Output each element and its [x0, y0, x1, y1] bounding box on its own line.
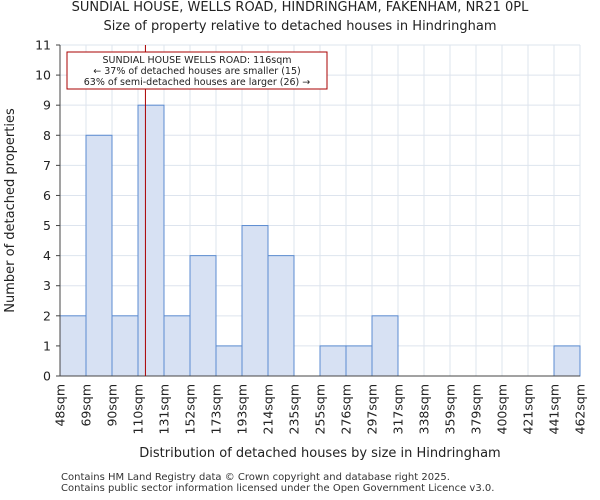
bar: [371, 315, 399, 377]
y-tick-label: 11: [35, 38, 51, 53]
bar: [189, 255, 217, 377]
bar: [163, 315, 191, 377]
x-tick-label: 297sqm: [365, 384, 380, 434]
x-tick-label: 152sqm: [183, 384, 198, 434]
y-tick-label: 4: [43, 248, 51, 263]
bar: [553, 345, 581, 377]
y-tick-label: 0: [43, 369, 51, 384]
y-tick-label: 10: [35, 68, 51, 83]
x-tick-label: 214sqm: [261, 384, 276, 434]
bar: [267, 255, 295, 377]
x-tick-label: 131sqm: [157, 384, 172, 434]
y-tick-label: 3: [43, 278, 51, 293]
chart-title: SUNDIAL HOUSE, WELLS ROAD, HINDRINGHAM, …: [71, 0, 529, 15]
x-tick-label: 193sqm: [235, 384, 250, 434]
x-tick-label: 90sqm: [105, 384, 120, 427]
x-tick-label: 69sqm: [79, 384, 94, 427]
x-tick-label: 338sqm: [417, 384, 432, 434]
histogram-chart: 0 1 2 3 4 5 6 7 8 9 10 11 48sqm 69sqm 90sqm 110sqm 131s…: [3, 38, 588, 462]
footer-licence: Contains public sector information licen…: [61, 483, 495, 494]
bar: [345, 345, 373, 377]
x-tick-label: 462sqm: [573, 384, 588, 434]
annotation-line-2: ← 37% of detached houses are smaller (15…: [93, 66, 300, 77]
annotation-box-frame: [66, 51, 328, 90]
x-tick-label: 379sqm: [469, 384, 484, 434]
x-tick-label: 400sqm: [495, 384, 510, 434]
y-tick-label: 1: [43, 338, 51, 353]
bar: [319, 345, 347, 377]
annotation-box: SUNDIAL HOUSE WELLS ROAD: 116sqm ← 37% o…: [66, 51, 328, 90]
bar: [59, 315, 87, 377]
y-tick-label: 2: [43, 308, 51, 323]
bar: [111, 315, 139, 377]
x-tick-label: 421sqm: [521, 384, 536, 434]
annotation-line-3: 63% of semi-detached houses are larger (…: [84, 77, 311, 88]
x-tick-labels: 48sqm 69sqm 90sqm 110sqm 131sqm 152sqm 173sqm 1…: [53, 384, 588, 434]
x-tick-label: 48sqm: [53, 384, 68, 427]
bars: [59, 104, 581, 377]
x-tick-label: 317sqm: [391, 384, 406, 434]
y-tick-label: 8: [43, 128, 51, 143]
annotation-line-1: SUNDIAL HOUSE WELLS ROAD: 116sqm: [103, 55, 292, 66]
x-tick-label: 359sqm: [443, 384, 458, 434]
footer-copyright: Contains HM Land Registry data © Crown c…: [61, 472, 450, 483]
axes: [59, 45, 580, 377]
y-tick-labels: 0 1 2 3 4 5 6 7 8 9 10 11: [35, 38, 60, 384]
x-tick-label: 255sqm: [313, 384, 328, 434]
x-tick-label: 441sqm: [547, 384, 562, 434]
bar: [215, 345, 243, 377]
y-axis-label: Number of detached properties: [3, 108, 18, 313]
bar: [85, 134, 113, 377]
x-axis-label: Distribution of detached houses by size …: [139, 446, 500, 461]
y-tick-label: 7: [43, 158, 51, 173]
bar: [241, 225, 269, 377]
x-tick-label: 235sqm: [287, 384, 302, 434]
x-tick-label: 173sqm: [209, 384, 224, 434]
y-tick-label: 6: [43, 188, 51, 203]
y-tick-label: 9: [43, 98, 51, 113]
bar: [137, 104, 165, 377]
x-tick-label: 110sqm: [131, 384, 146, 434]
chart-subtitle: Size of property relative to detached ho…: [103, 19, 497, 34]
y-tick-label: 5: [43, 218, 51, 233]
x-tick-label: 276sqm: [339, 384, 354, 434]
